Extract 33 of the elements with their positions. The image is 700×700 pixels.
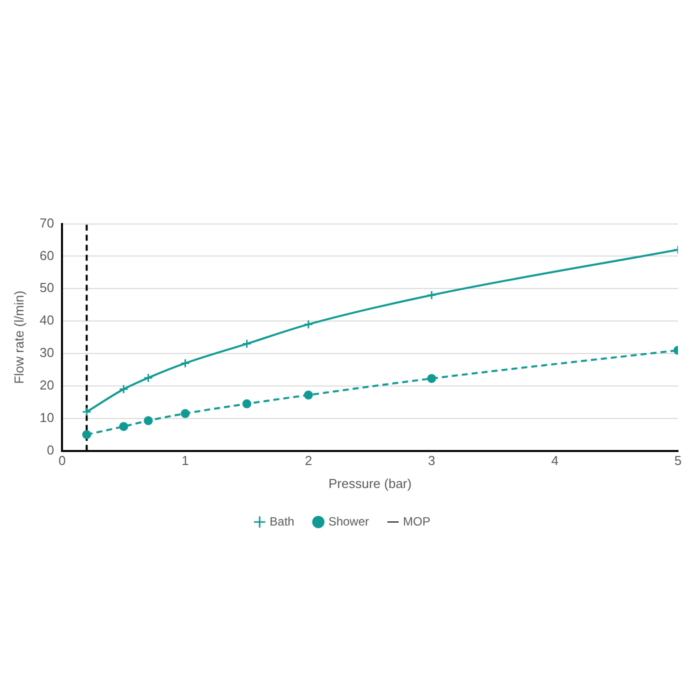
y-tick-label: 20 <box>40 378 54 393</box>
point <box>118 384 128 394</box>
y-tick-label: 70 <box>40 215 54 230</box>
x-tick-label: 1 <box>182 453 189 468</box>
legend-label: Shower <box>328 514 370 528</box>
point <box>82 430 92 440</box>
y-tick-label: 50 <box>40 280 54 296</box>
legend-label: Bath <box>270 514 294 528</box>
point <box>119 422 128 431</box>
point <box>304 390 313 400</box>
legend-label: MOP <box>403 514 430 528</box>
x-tick-label: 5 <box>674 453 682 468</box>
point <box>242 399 252 408</box>
point <box>180 409 190 418</box>
point <box>427 374 436 383</box>
y-tick-label: 60 <box>40 248 54 263</box>
point <box>144 373 154 383</box>
y-axis-title: Flow rate (l/min) <box>11 290 26 384</box>
point <box>82 407 92 417</box>
x-tick-label: 4 <box>551 453 558 468</box>
y-tick-label: 40 <box>40 312 54 328</box>
x-tick-label: 0 <box>58 453 66 468</box>
x-tick-label: 2 <box>304 453 312 468</box>
y-tick-label: 30 <box>40 345 54 360</box>
point <box>242 339 252 349</box>
y-tick-label: 10 <box>40 410 54 425</box>
y-tick-label: 0 <box>46 442 54 458</box>
point <box>180 358 190 368</box>
point <box>426 290 436 300</box>
point <box>304 320 314 330</box>
x-axis-title: Pressure (bar) <box>328 476 412 491</box>
point <box>144 416 153 426</box>
x-tick-label: 3 <box>428 453 436 468</box>
